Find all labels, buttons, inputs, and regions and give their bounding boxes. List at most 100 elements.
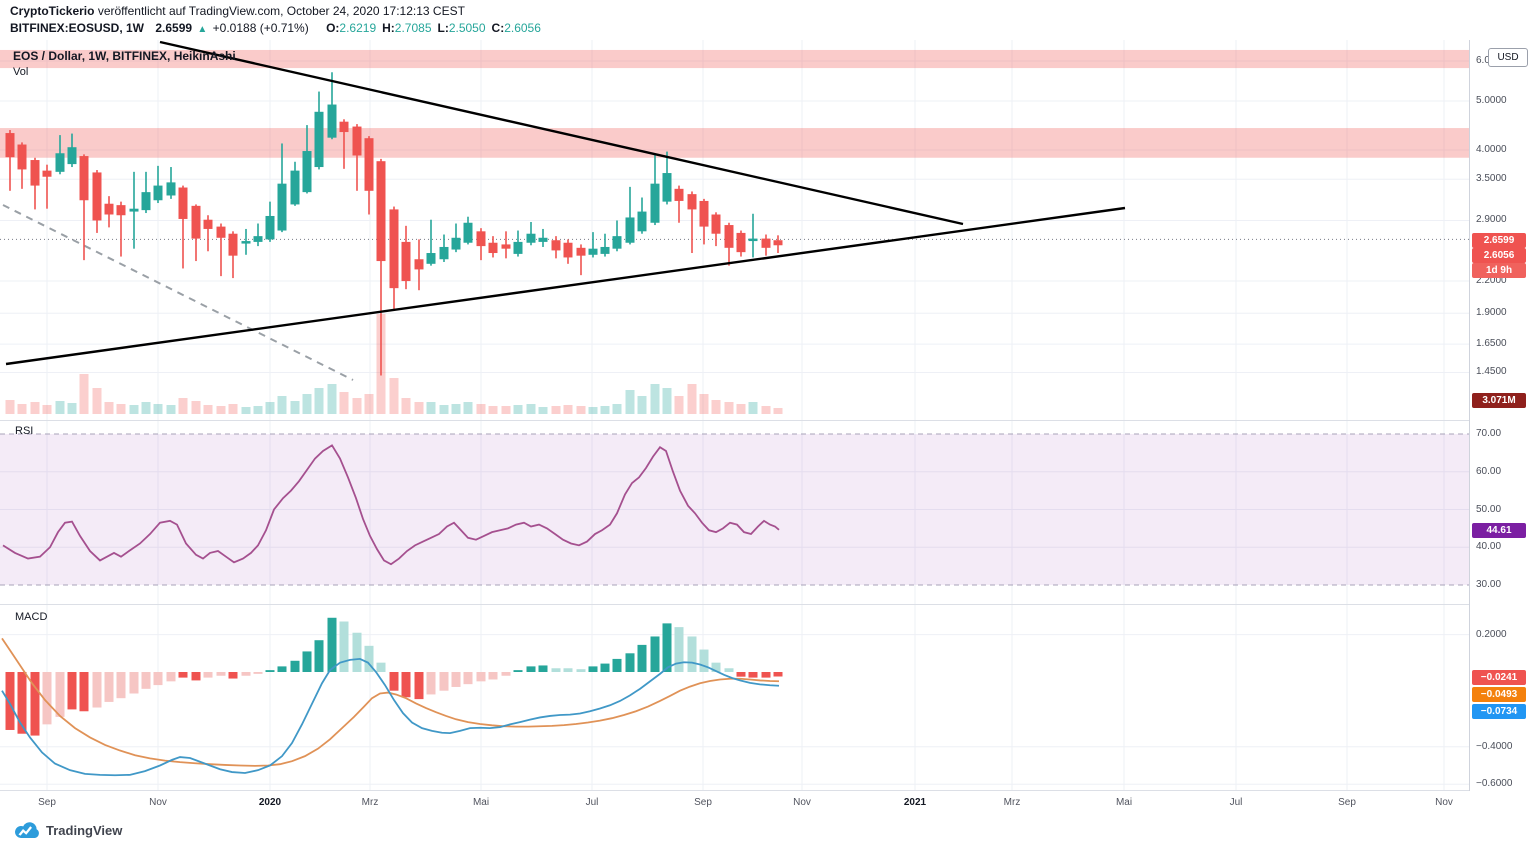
macd-histogram-bar (687, 636, 697, 672)
volume-bar (141, 402, 151, 414)
candle-body (451, 237, 461, 250)
candle-body (600, 246, 610, 254)
ohlc-value: 2.5050 (448, 21, 486, 35)
macd-histogram-bar (314, 640, 324, 672)
triangle-trendline (5, 206, 1126, 366)
macd-histogram-bar (92, 672, 102, 708)
candle-body (476, 231, 486, 247)
macd-histogram-bar (588, 666, 598, 672)
macd-histogram-bar (674, 627, 684, 672)
price-badge: 2.6056 (1472, 247, 1526, 263)
volume-bar (711, 400, 721, 414)
macd-axis-label: −0.6000 (1476, 778, 1513, 790)
time-axis-month-label: Nov (793, 797, 811, 808)
time-axis-month-label: Nov (1435, 797, 1453, 808)
macd-histogram-bar (290, 660, 300, 672)
volume-bar (563, 405, 573, 414)
macd-histogram-bar (576, 669, 586, 672)
candle-body (116, 205, 126, 216)
macd-histogram-bar (216, 672, 226, 676)
resistance-zone (0, 49, 1469, 69)
macd-histogram-bar (141, 672, 151, 689)
up-arrow-icon: ▲ (197, 24, 208, 35)
time-axis-month-label: Jul (1229, 797, 1243, 808)
candle-body (773, 240, 783, 246)
candle-body (625, 217, 635, 243)
volume-bar (687, 384, 697, 414)
volume-bar (612, 404, 622, 414)
macd-histogram-bar (129, 672, 139, 694)
volume-bar (241, 407, 251, 414)
volume-bar (5, 400, 15, 414)
volume-bar (302, 394, 312, 414)
rsi-band (0, 434, 1469, 585)
macd-histogram-bar (389, 672, 399, 691)
chart-title: EOS / Dollar, 1W, BITFINEX, HeikinAshi (13, 49, 236, 63)
volume-bar (501, 406, 511, 414)
macd-indicator-label: MACD (15, 611, 48, 623)
candle-body (612, 236, 622, 249)
pane-separator-macd[interactable] (0, 604, 1536, 605)
currency-toggle-button[interactable]: USD (1488, 48, 1528, 67)
candle-body (376, 161, 386, 262)
macd-histogram-bar (277, 666, 287, 672)
price-axis-label: 5.0000 (1476, 95, 1507, 106)
volume-bar (178, 398, 188, 414)
volume-bar (116, 404, 126, 414)
tradingview-logo-text: TradingView (46, 823, 123, 838)
volume-bar (674, 396, 684, 414)
time-axis-month-label: Mai (1115, 797, 1133, 808)
candle-body (253, 236, 263, 242)
macd-histogram-bar (203, 672, 213, 678)
candle-body (92, 172, 102, 221)
volume-bar (42, 405, 52, 414)
tradingview-logo[interactable]: TradingView (14, 822, 122, 839)
chart-plot-area[interactable] (0, 40, 1469, 790)
macd-histogram-bar (30, 672, 40, 736)
volume-bar (327, 384, 337, 414)
candle-body (104, 203, 114, 215)
macd-histogram-bar (116, 672, 126, 699)
price-axis-label: 1.6500 (1476, 338, 1507, 350)
macd-histogram-bar (339, 621, 349, 672)
volume-bar (439, 405, 449, 414)
candle-body (588, 248, 598, 255)
ohlc-key: L: (437, 21, 449, 35)
volume-bar (551, 406, 561, 414)
macd-main-line (1, 657, 780, 777)
volume-bar (265, 402, 275, 414)
time-axis-year-label: 2020 (258, 797, 282, 808)
candle-body (699, 200, 709, 227)
macd-histogram-bar (265, 670, 275, 672)
candle-body (178, 187, 188, 219)
volume-bar (30, 402, 40, 414)
publisher-name: CryptoTickerio (10, 4, 95, 18)
pane-separator-rsi[interactable] (0, 420, 1536, 421)
volume-bar (79, 374, 89, 414)
volume-bar (389, 378, 399, 414)
macd-histogram-bar (600, 663, 610, 672)
price-axis-label: 2.9000 (1476, 214, 1507, 226)
candle-body (513, 241, 523, 254)
candle-body (153, 185, 163, 201)
macd-histogram-bar (191, 672, 201, 681)
price-scale[interactable]: 6.00005.00004.00003.50002.90002.20001.90… (1469, 40, 1536, 815)
macd-histogram-bar (625, 653, 635, 672)
candle-body (228, 233, 238, 256)
symbol-name: BITFINEX:EOSUSD, 1W (10, 21, 145, 35)
candle-body (637, 211, 647, 232)
rsi-axis-label: 50.00 (1476, 503, 1502, 515)
time-axis-month-label: Sep (694, 797, 712, 808)
candle-body (724, 225, 734, 248)
volume-bar (55, 401, 65, 414)
volume-bar (748, 402, 758, 414)
candle-body (674, 188, 684, 201)
macd-histogram-bar (401, 672, 411, 698)
volume-bar (228, 404, 238, 414)
candle-body (389, 209, 399, 289)
macd-histogram-bar (736, 672, 746, 677)
price-change: +0.0188 (+0.71%) (212, 21, 309, 35)
price-axis-label: 2.2000 (1476, 275, 1507, 287)
time-scale[interactable]: Sep Nov 2020 Mrz Mai Jul Sep Nov 2021 Mrz Mai Jul Se… (0, 791, 1536, 817)
candle-body (302, 151, 312, 193)
